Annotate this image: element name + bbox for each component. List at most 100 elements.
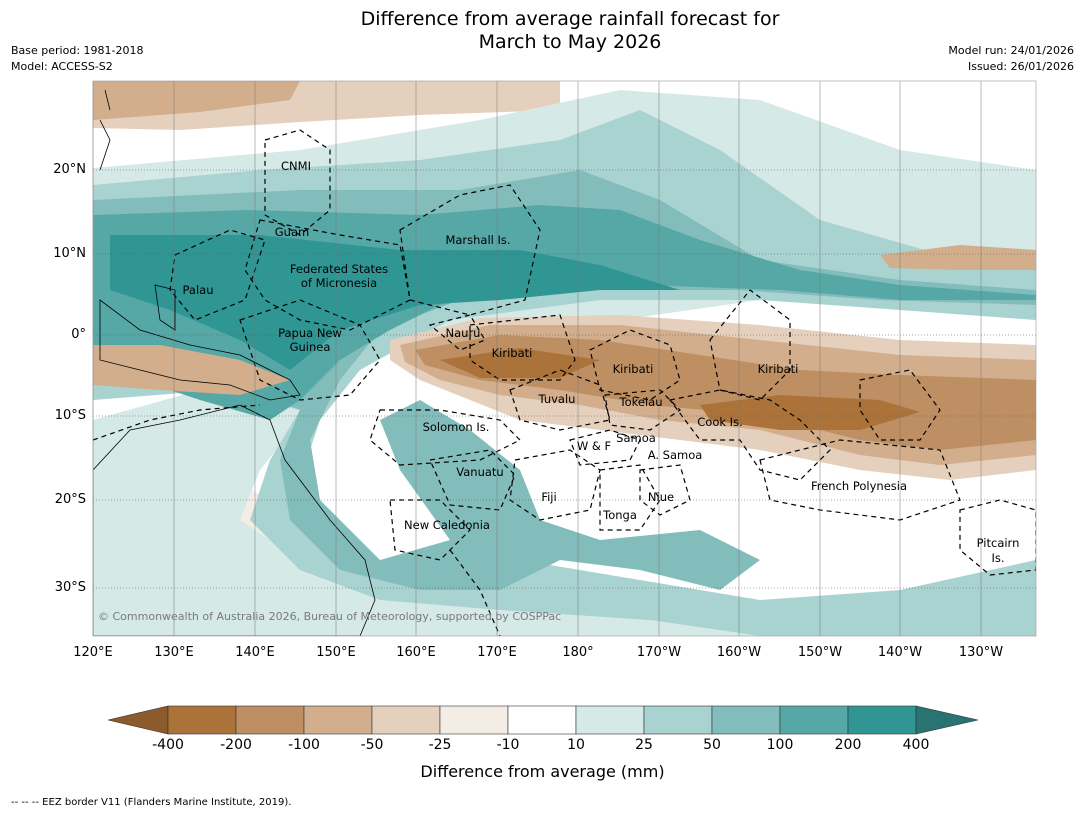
colorbar-segment: [167, 705, 237, 735]
eez-png: [239, 299, 381, 401]
colorbar-segment: [711, 705, 781, 735]
label-nauru: Nauru: [446, 326, 481, 340]
lon-label: 140°W: [877, 645, 923, 660]
colorbar-tick: -25: [428, 737, 452, 753]
eez-australia: [93, 404, 501, 636]
label-tokelau: Tokelau: [619, 395, 663, 409]
label-cnmi: CNMI: [281, 159, 311, 173]
colorbar-extend-low: [107, 705, 169, 735]
colorbar-extend-high: [915, 705, 979, 735]
footer-note: -- -- -- EEZ border V11 (Flanders Marine…: [11, 797, 292, 808]
dry-zone-northeast: [880, 245, 1036, 270]
colorbar-tick: -10: [496, 737, 520, 753]
map-frame: [92, 80, 1037, 637]
title-line-2: March to May 2026: [478, 31, 662, 53]
title-line-1: Difference from average rainfall forecas…: [360, 8, 780, 30]
eez-borders: [93, 129, 1036, 636]
map-gridlines: [92, 81, 1036, 636]
asia-coast: [99, 89, 111, 171]
lat-label: 0°: [71, 327, 86, 342]
lon-label: 130°W: [958, 645, 1004, 660]
eez-kiribati-east: [709, 289, 791, 401]
label-new-caledonia: New Caledonia: [404, 518, 490, 532]
label-tonga: Tonga: [602, 508, 637, 522]
lon-label: 160°W: [716, 645, 762, 660]
region-labels: CNMI Guam Marshall Is. Federated States …: [183, 159, 1020, 565]
label-marshall: Marshall Is.: [445, 233, 510, 247]
eez-fsm: [244, 219, 411, 331]
label-fiji: Fiji: [541, 490, 556, 504]
north-dry-core: [93, 81, 300, 120]
lon-label: 180°: [562, 645, 594, 660]
australia-coast: [93, 404, 376, 636]
colorbar-segment: [779, 705, 849, 735]
lat-label: 30°S: [54, 580, 86, 595]
label-png-1: Papua New: [278, 326, 342, 340]
eez-french-polynesia: [759, 369, 961, 521]
chart-title: Difference from average rainfall forecas…: [0, 8, 1085, 54]
lon-label: 130°E: [154, 645, 194, 660]
colorbar: [107, 705, 979, 735]
base-period: Base period: 1981-2018: [11, 44, 144, 57]
meta-right: Model run: 24/01/2026 Issued: 26/01/2026: [948, 43, 1074, 75]
label-vanuatu: Vanuatu: [456, 465, 503, 479]
colorbar-segment: [575, 705, 645, 735]
eez-cook: [668, 389, 831, 481]
eez-vanuatu: [429, 449, 516, 511]
colorbar-tick: 50: [703, 737, 721, 753]
eez-wallis-samoa: [569, 429, 641, 466]
colorbar-segment: [439, 705, 509, 735]
label-solomon: Solomon Is.: [423, 420, 490, 434]
label-guam: Guam: [275, 225, 309, 239]
copyright-notice: © Commonwealth of Australia 2026, Bureau…: [98, 610, 562, 623]
lat-label: 10°N: [53, 246, 86, 261]
lon-label: 150°W: [797, 645, 843, 660]
colorbar-tick: -100: [288, 737, 320, 753]
label-kiribati-west: Kiribati: [492, 346, 533, 360]
label-kiribati-east: Kiribati: [758, 362, 799, 376]
eez-kiribati-west: [469, 314, 576, 381]
lat-label: 20°S: [54, 492, 86, 507]
lon-label: 160°E: [396, 645, 436, 660]
eez-tonga: [599, 464, 661, 531]
colorbar-tick: 10: [567, 737, 585, 753]
lon-label: 170°W: [636, 645, 682, 660]
label-kiribati-central: Kiribati: [613, 362, 654, 376]
eez-tokelau: [604, 389, 681, 431]
label-niue: Niue: [648, 490, 674, 504]
eez-palau: [169, 229, 266, 321]
lon-label: 170°E: [477, 645, 517, 660]
lon-label: 140°E: [235, 645, 275, 660]
label-wallis-futuna: W & F: [577, 439, 611, 453]
eez-cnmi: [264, 129, 331, 236]
model-run: Model run: 24/01/2026: [948, 44, 1074, 57]
colorbar-segment: [643, 705, 713, 735]
lat-label: 10°S: [54, 408, 86, 423]
eez-marshall: [399, 184, 541, 316]
colorbar-segment: [847, 705, 917, 735]
eez-niue: [639, 464, 691, 516]
maritime-continent-coast: [99, 284, 301, 401]
eez-tuvalu: [509, 369, 611, 431]
label-fsm-1: Federated States: [290, 262, 388, 276]
eez-kiribati-central: [589, 329, 681, 401]
lon-label: 150°E: [316, 645, 356, 660]
wet-extreme-zone: [110, 235, 680, 370]
eez-nauru: [428, 314, 486, 351]
model-name: Model: ACCESS-S2: [11, 60, 113, 73]
dry-zone-west: [93, 345, 290, 395]
colorbar-tick: -50: [360, 737, 384, 753]
label-pitcairn-2: Is.: [991, 551, 1004, 565]
eez-new-caledonia: [389, 499, 471, 561]
eez-solomon: [369, 409, 522, 466]
label-fsm-2: of Micronesia: [301, 276, 377, 290]
label-american-samoa: A. Samoa: [648, 448, 703, 462]
label-tuvalu: Tuvalu: [538, 392, 576, 406]
colorbar-tick: 200: [834, 737, 862, 753]
lat-label: 20°N: [53, 162, 86, 177]
label-cook: Cook Is.: [697, 415, 742, 429]
issued-date: Issued: 26/01/2026: [967, 60, 1074, 73]
colorbar-tick: 400: [902, 737, 930, 753]
label-french-polynesia: French Polynesia: [811, 479, 907, 493]
